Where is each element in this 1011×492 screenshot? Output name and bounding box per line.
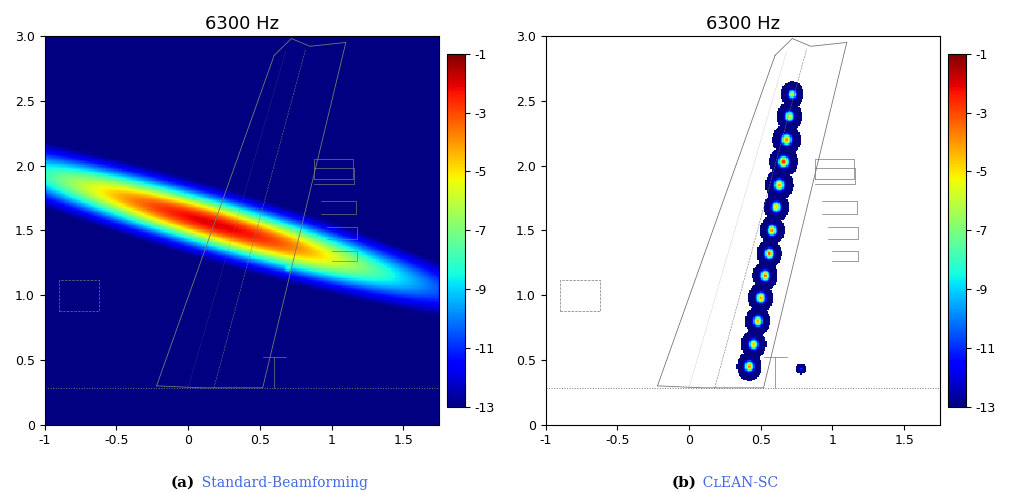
Title: 6300 Hz: 6300 Hz — [706, 15, 779, 33]
Text: (b): (b) — [671, 476, 697, 490]
Title: 6300 Hz: 6300 Hz — [205, 15, 279, 33]
Text: (a): (a) — [171, 476, 195, 490]
Text: Standard-Beamforming: Standard-Beamforming — [193, 476, 368, 490]
Text: CʟEAN-SC: CʟEAN-SC — [694, 476, 777, 490]
